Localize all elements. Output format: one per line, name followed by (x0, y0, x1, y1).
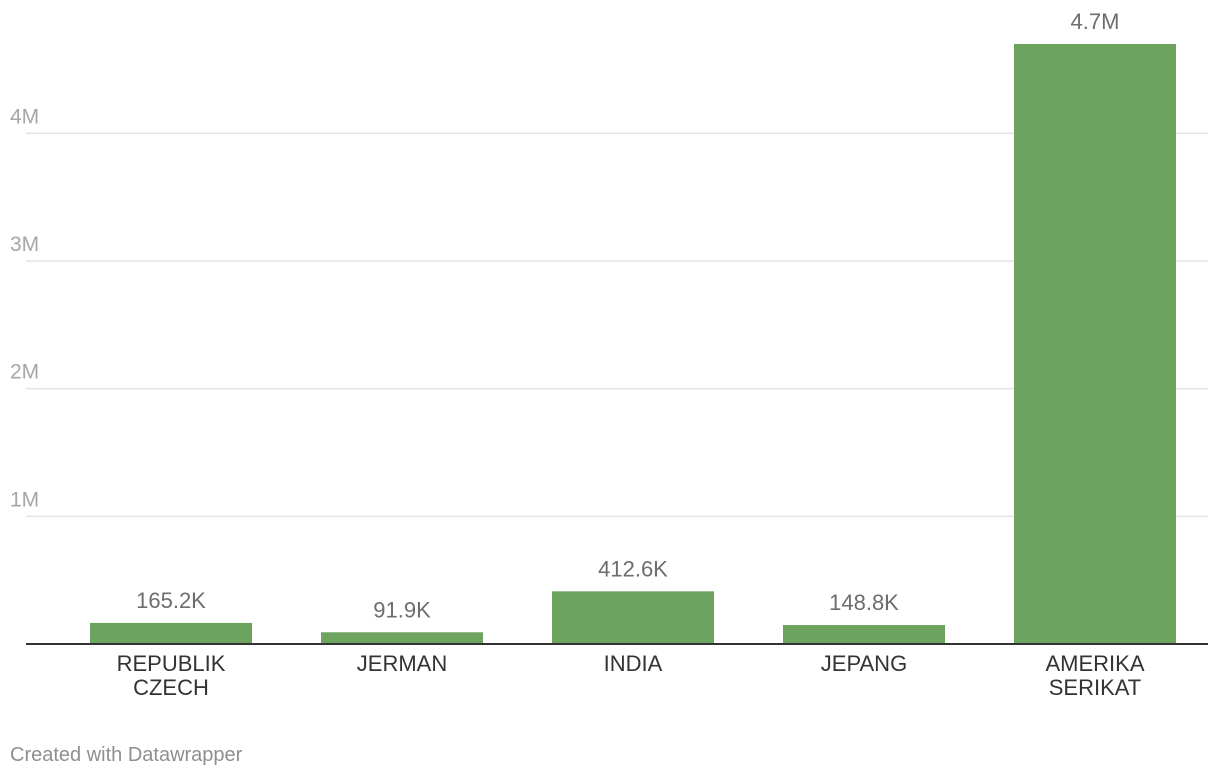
value-label: 165.2K (136, 588, 206, 613)
y-tick-label: 3M (10, 233, 39, 256)
y-tick-label: 2M (10, 361, 39, 384)
bar (1014, 44, 1176, 644)
category-labels: REPUBLIK CZECH JERMAN INDIA JEPANG AMERIKA SER… (117, 651, 1145, 700)
bar (90, 622, 252, 644)
bars (90, 44, 1176, 644)
value-label: 91.9K (373, 597, 431, 622)
y-tick-label: 4M (10, 105, 39, 128)
gridlines: 1M 2M 3M 4M (10, 105, 1208, 518)
y-tick-label: 1M (10, 488, 39, 511)
value-label: 4.7M (1071, 9, 1120, 34)
category-label: REPUBLIK CZECH (117, 651, 226, 700)
category-label: INDIA (604, 651, 663, 676)
credit-text: Created with Datawrapper (10, 744, 243, 766)
value-label: 148.8K (829, 590, 899, 615)
value-labels: 165.2K 91.9K 412.6K 148.8K 4.7M (136, 9, 1119, 622)
bar (783, 625, 945, 644)
category-label: AMERIKA SERIKAT (1045, 651, 1144, 700)
value-label: 412.6K (598, 556, 668, 581)
category-label: JERMAN (357, 651, 447, 676)
bar-chart: 1M 2M 3M 4M 165.2K 91.9K 412.6K 148.8K 4.7M REP… (10, 9, 1208, 700)
category-label: JEPANG (821, 651, 907, 676)
bar (321, 632, 483, 644)
bar (552, 591, 714, 644)
